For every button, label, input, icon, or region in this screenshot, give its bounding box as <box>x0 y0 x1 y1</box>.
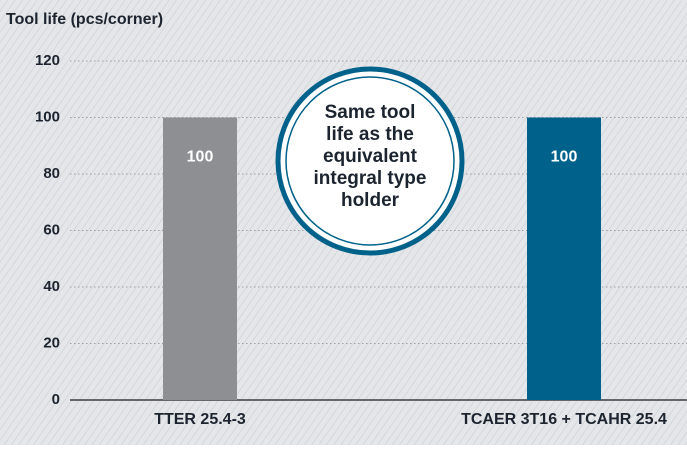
y-tick-label: 40 <box>43 278 60 295</box>
y-axis-title: Tool life (pcs/corner) <box>6 11 163 28</box>
annotation-ring <box>275 66 465 256</box>
annotation-line: integral type <box>314 168 427 189</box>
x-tick-label: TTER 25.4-3 <box>154 411 246 428</box>
annotation-line: Same tool <box>325 102 416 123</box>
y-tick-label: 60 <box>43 221 60 238</box>
bar <box>163 117 237 400</box>
bar <box>527 117 601 400</box>
x-tick-label: TCAER 3T16 + TCAHR 25.4 <box>461 411 667 428</box>
annotation-line: equivalent <box>323 146 418 167</box>
y-tick-label: 80 <box>43 165 60 182</box>
y-tick-label: 20 <box>43 334 60 351</box>
annotation-line: life as the <box>326 124 414 145</box>
annotation-line: holder <box>341 190 400 211</box>
value-label: 100 <box>551 149 578 166</box>
y-tick-label: 0 <box>52 391 60 408</box>
y-tick-label: 120 <box>35 52 60 69</box>
y-tick-label: 100 <box>35 108 60 125</box>
annotation-inner-ring <box>285 76 455 246</box>
value-label: 100 <box>187 149 214 166</box>
